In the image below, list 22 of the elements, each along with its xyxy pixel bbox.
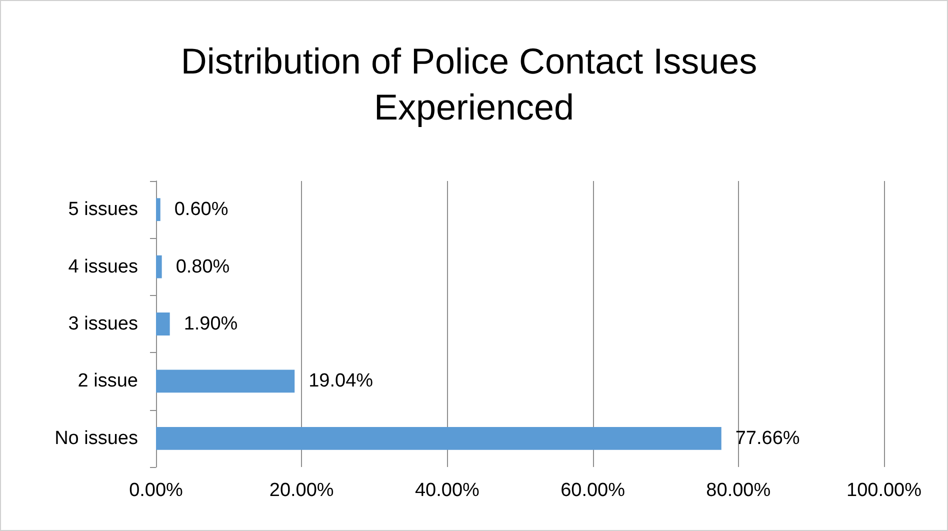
y-tick-label: 4 issues	[68, 256, 138, 278]
y-tick-label: 3 issues	[68, 314, 138, 334]
bar	[156, 198, 160, 222]
x-tick-label: 60.00%	[560, 480, 626, 501]
y-tick-label: No issues	[54, 428, 138, 449]
y-tick-label: 5 issues	[68, 199, 138, 220]
bar	[156, 255, 162, 278]
x-tick-label: 20.00%	[269, 480, 334, 501]
x-tick-label: 40.00%	[414, 480, 480, 501]
x-tick-label: 80.00%	[706, 480, 771, 501]
data-label: 0.80%	[176, 256, 230, 278]
bar	[156, 426, 722, 450]
data-label: 77.66%	[735, 428, 800, 449]
chart-title: Distribution of Police Contact Issues Experienced	[180, 40, 768, 128]
x-tick-label: 0.00%	[129, 480, 184, 501]
bar	[156, 312, 170, 336]
data-label: 19.04%	[308, 370, 374, 392]
x-tick-label: 100.00%	[846, 480, 922, 501]
bar	[156, 370, 295, 393]
data-label: 0.60%	[174, 199, 228, 220]
data-label: 1.90%	[184, 314, 238, 334]
y-tick-label: 2 issue	[78, 370, 138, 392]
